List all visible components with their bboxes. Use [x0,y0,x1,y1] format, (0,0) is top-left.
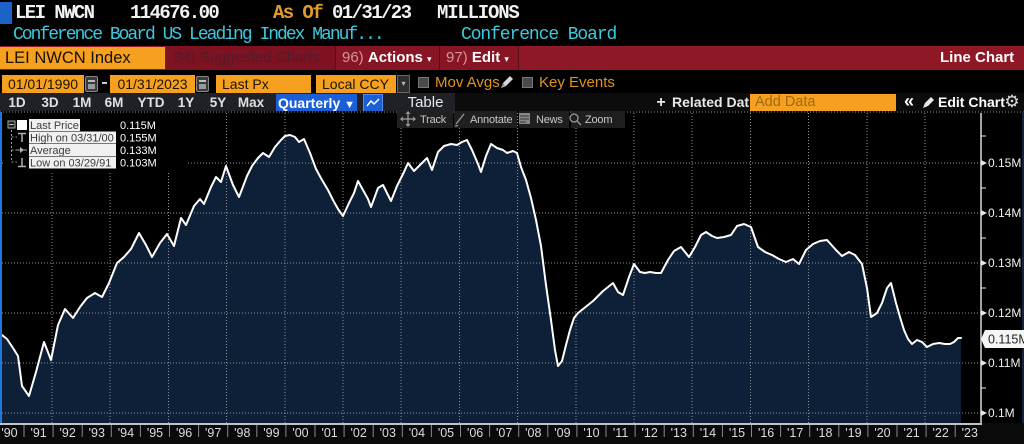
svg-text:'08: '08 [525,426,541,440]
svg-text:0.103M: 0.103M [120,158,157,170]
svg-text:'14: '14 [700,426,716,440]
svg-text:Track: Track [420,114,447,126]
svg-text:'19: '19 [845,426,861,440]
svg-text:'00: '00 [292,426,308,440]
svg-text:'20: '20 [874,426,890,440]
svg-text:0.13M: 0.13M [988,256,1021,270]
svg-text:'17: '17 [787,426,803,440]
svg-text:'12: '12 [642,426,658,440]
svg-text:'95: '95 [147,426,163,440]
svg-text:'15: '15 [729,426,745,440]
svg-text:'01: '01 [321,426,337,440]
svg-text:'99: '99 [263,426,279,440]
svg-text:'10: '10 [583,426,599,440]
svg-text:'06: '06 [467,426,483,440]
svg-text:Last Price: Last Price [30,120,79,132]
svg-text:'97: '97 [205,426,221,440]
svg-text:'02: '02 [351,426,367,440]
svg-text:0.133M: 0.133M [120,145,157,157]
svg-text:0.11M: 0.11M [988,356,1020,370]
svg-text:High on 03/31/00: High on 03/31/00 [30,133,114,145]
svg-text:Annotate: Annotate [470,114,513,126]
svg-text:'05: '05 [438,426,454,440]
svg-text:'04: '04 [409,426,425,440]
svg-text:0.14M: 0.14M [988,206,1021,220]
svg-text:0.15M: 0.15M [988,156,1021,170]
svg-text:'93: '93 [89,426,105,440]
svg-text:Low on 03/29/91: Low on 03/29/91 [30,158,111,170]
svg-text:'18: '18 [816,426,832,440]
svg-text:'13: '13 [671,426,687,440]
svg-text:'21: '21 [903,426,919,440]
svg-text:'09: '09 [554,426,570,440]
svg-text:0.115M: 0.115M [988,333,1024,347]
svg-text:Average: Average [30,145,71,157]
svg-text:'98: '98 [234,426,250,440]
svg-text:'23: '23 [962,426,978,440]
svg-text:'03: '03 [380,426,396,440]
svg-text:0.12M: 0.12M [988,306,1021,320]
svg-text:0.115M: 0.115M [120,120,156,132]
svg-text:'22: '22 [933,426,949,440]
svg-text:'91: '91 [30,426,46,440]
svg-text:'90: '90 [1,426,17,440]
svg-text:'94: '94 [118,426,134,440]
svg-text:Zoom: Zoom [585,114,612,126]
svg-text:'07: '07 [496,426,512,440]
svg-text:'96: '96 [176,426,192,440]
svg-text:'92: '92 [60,426,76,440]
svg-text:0.1M: 0.1M [988,406,1015,420]
svg-text:'16: '16 [758,426,774,440]
svg-text:0.155M: 0.155M [120,133,157,145]
svg-text:News: News [536,114,563,126]
svg-text:'11: '11 [613,426,628,440]
